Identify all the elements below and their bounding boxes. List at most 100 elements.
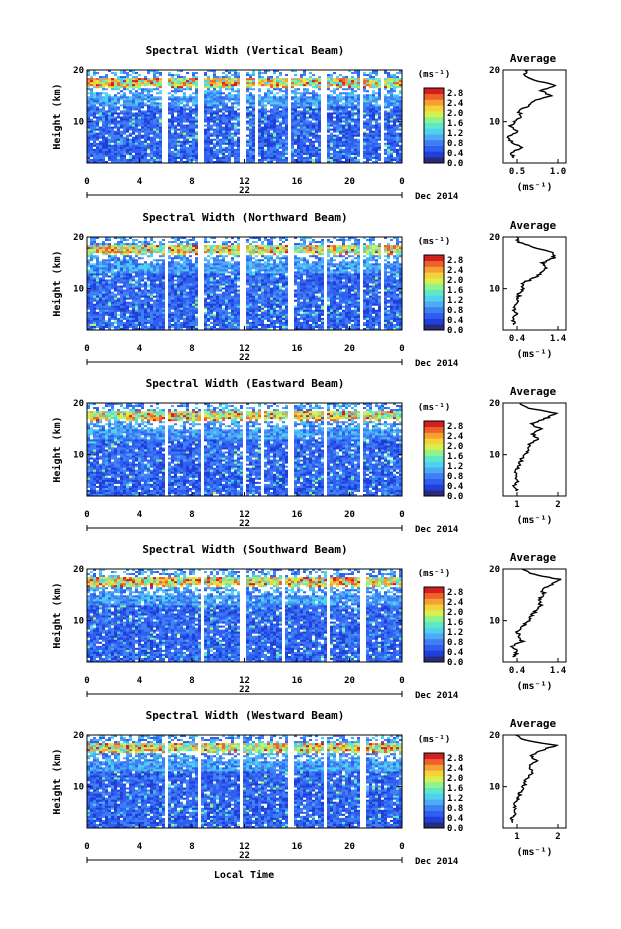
heatmap-cell bbox=[219, 135, 222, 137]
heatmap-cell bbox=[363, 123, 366, 125]
heatmap-cell bbox=[189, 88, 192, 90]
heatmap-cell bbox=[258, 112, 261, 114]
heatmap-cell bbox=[222, 96, 225, 98]
heatmap-cell bbox=[306, 131, 309, 133]
heatmap-cell bbox=[192, 153, 195, 155]
heatmap-cell bbox=[177, 137, 180, 139]
heatmap-cell bbox=[294, 102, 297, 104]
heatmap-cell bbox=[303, 153, 306, 155]
heatmap-cell bbox=[252, 121, 255, 123]
heatmap-cell bbox=[204, 88, 207, 90]
heatmap-cell bbox=[132, 135, 135, 137]
heatmap-cell bbox=[126, 92, 129, 94]
heatmap-cell bbox=[201, 92, 204, 94]
heatmap-cell bbox=[384, 153, 387, 155]
heatmap-cell bbox=[351, 125, 354, 127]
heatmap-cell bbox=[234, 135, 237, 137]
heatmap-cell bbox=[369, 131, 372, 133]
heatmap-cell bbox=[99, 102, 102, 104]
heatmap-cell bbox=[363, 76, 366, 78]
heatmap-cell bbox=[285, 137, 288, 139]
heatmap-cell bbox=[135, 92, 138, 94]
heatmap-cell bbox=[393, 76, 396, 78]
heatmap-cell bbox=[393, 104, 396, 106]
heatmap-cell bbox=[135, 112, 138, 114]
heatmap-cell bbox=[165, 102, 168, 104]
heatmap-cell bbox=[348, 149, 351, 151]
heatmap-cell bbox=[198, 102, 201, 104]
heatmap-cell bbox=[210, 112, 213, 114]
heatmap-cell bbox=[369, 133, 372, 135]
heatmap-cell bbox=[273, 84, 276, 86]
heatmap-cell bbox=[132, 131, 135, 133]
heatmap-cell bbox=[324, 139, 327, 141]
heatmap-cell bbox=[102, 151, 105, 153]
heatmap-cell bbox=[165, 74, 168, 76]
heatmap-cell bbox=[387, 117, 390, 119]
heatmap-cell bbox=[225, 145, 228, 147]
heatmap-cell bbox=[270, 110, 273, 112]
heatmap-cell bbox=[93, 102, 96, 104]
heatmap-cell bbox=[159, 104, 162, 106]
heatmap-cell bbox=[132, 121, 135, 123]
heatmap-cell bbox=[354, 102, 357, 104]
heatmap-cell bbox=[126, 76, 129, 78]
heatmap-cell bbox=[330, 74, 333, 76]
heatmap-cell bbox=[336, 143, 339, 145]
heatmap-cell bbox=[336, 133, 339, 135]
heatmap-cell bbox=[309, 151, 312, 153]
heatmap-cell bbox=[186, 141, 189, 143]
heatmap-cell bbox=[396, 74, 399, 76]
heatmap-cell bbox=[327, 108, 330, 110]
heatmap-cell bbox=[249, 137, 252, 139]
heatmap-cell bbox=[201, 129, 204, 131]
heatmap-cell bbox=[393, 121, 396, 123]
heatmap-cell bbox=[189, 153, 192, 155]
heatmap-cell bbox=[234, 88, 237, 90]
heatmap-cell bbox=[294, 125, 297, 127]
heatmap-cell bbox=[390, 133, 393, 135]
heatmap-cell bbox=[243, 86, 246, 88]
heatmap-cell bbox=[162, 74, 165, 76]
heatmap-cell bbox=[366, 121, 369, 123]
heatmap-cell bbox=[297, 108, 300, 110]
heatmap-cell bbox=[339, 137, 342, 139]
heatmap-cell bbox=[366, 78, 369, 80]
heatmap-cell bbox=[114, 82, 117, 84]
heatmap-cell bbox=[267, 127, 270, 129]
heatmap-cell bbox=[186, 137, 189, 139]
heatmap-cell bbox=[267, 121, 270, 123]
panel-title: Spectral Width (Vertical Beam) bbox=[146, 44, 345, 57]
heatmap-cell bbox=[144, 133, 147, 135]
heatmap-cell bbox=[396, 86, 399, 88]
heatmap-cell bbox=[90, 78, 93, 80]
heatmap-cell bbox=[168, 84, 171, 86]
heatmap-cell bbox=[168, 76, 171, 78]
heatmap-cell bbox=[186, 110, 189, 112]
heatmap-cell bbox=[303, 145, 306, 147]
heatmap-cell bbox=[165, 86, 168, 88]
heatmap-cell bbox=[111, 72, 114, 74]
heatmap-cell bbox=[141, 159, 144, 161]
heatmap-cell bbox=[351, 90, 354, 92]
heatmap-cell bbox=[180, 74, 183, 76]
heatmap-cell bbox=[108, 147, 111, 149]
heatmap-cell bbox=[258, 121, 261, 123]
heatmap-cell bbox=[342, 114, 345, 116]
heatmap-cell bbox=[309, 96, 312, 98]
heatmap-cell bbox=[282, 86, 285, 88]
heatmap-cell bbox=[114, 121, 117, 123]
heatmap-cell bbox=[246, 123, 249, 125]
heatmap-cell bbox=[177, 104, 180, 106]
heatmap-cell bbox=[300, 127, 303, 129]
heatmap-cell bbox=[327, 123, 330, 125]
heatmap-cell bbox=[123, 135, 126, 137]
heatmap-cell bbox=[108, 139, 111, 141]
heatmap-cell bbox=[258, 80, 261, 82]
heatmap-cell bbox=[228, 96, 231, 98]
heatmap-cell bbox=[177, 143, 180, 145]
heatmap-cell bbox=[387, 125, 390, 127]
heatmap-cell bbox=[213, 92, 216, 94]
heatmap-cell bbox=[102, 135, 105, 137]
heatmap-cell bbox=[267, 78, 270, 80]
